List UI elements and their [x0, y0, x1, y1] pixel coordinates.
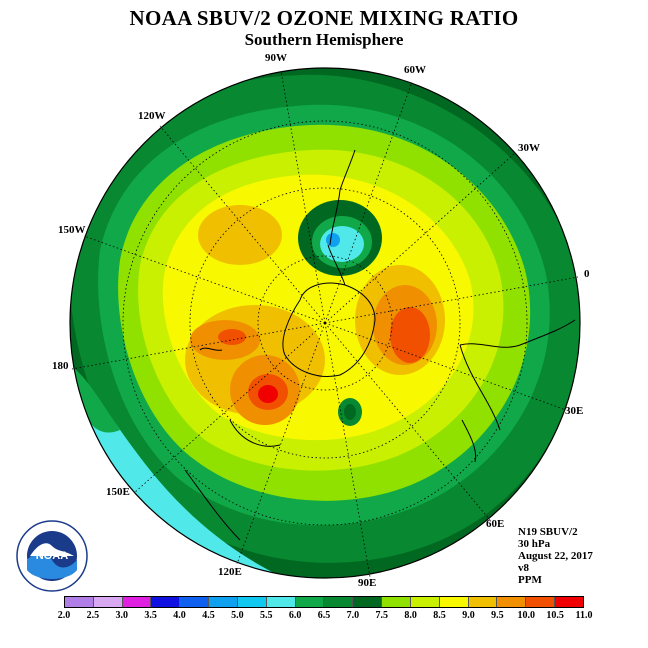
- colorbar-tick-label: 2.5: [86, 610, 100, 621]
- colorbar-swatch: [237, 597, 267, 607]
- lon-label-60e: 60E: [486, 518, 505, 530]
- map-boundary: [69, 67, 581, 579]
- units-label: PPM: [518, 574, 542, 586]
- lon-label-120e: 120E: [218, 566, 242, 578]
- colorbar-swatch: [497, 597, 527, 607]
- colorbar-swatch: [439, 597, 469, 607]
- colorbar-swatch: [382, 597, 411, 607]
- lon-label-30w: 30W: [518, 142, 540, 154]
- colorbar-tick-label: 4.0: [173, 610, 186, 621]
- colorbar-tick-label: 6.0: [288, 610, 302, 621]
- noaa-logo: NOAA: [16, 520, 88, 592]
- colorbar-swatch: [65, 597, 94, 607]
- colorbar-swatch: [526, 597, 556, 607]
- map-subtitle: Southern Hemisphere: [244, 30, 404, 49]
- colorbar-tick-label: 10.0: [517, 610, 535, 621]
- colorbar-swatch: [353, 597, 383, 607]
- colorbar-tick-label: 9.5: [491, 610, 504, 621]
- date-label: August 22, 2017: [518, 550, 593, 562]
- colorbar-swatch: [122, 597, 152, 607]
- lon-label-180: 180: [52, 360, 69, 372]
- colorbar-tick-label: 3.5: [144, 610, 157, 621]
- colorbar-tick-label: 3.0: [115, 610, 129, 621]
- colorbar-swatch: [266, 597, 296, 607]
- graticule: [71, 70, 579, 578]
- instrument-label: N19 SBUV/2: [518, 526, 578, 538]
- noaa-logo-text: NOAA: [36, 550, 68, 562]
- lon-label-30e: 30E: [565, 405, 584, 417]
- lon-label-150e: 150E: [106, 486, 130, 498]
- colorbar-swatch: [180, 597, 210, 607]
- colorbar-tick-label: 5.5: [259, 610, 273, 621]
- colorbar-swatch: [93, 597, 123, 607]
- coastlines: [184, 149, 576, 541]
- colorbar-tick-label: 4.5: [202, 610, 215, 621]
- lon-label-90e: 90E: [358, 577, 377, 589]
- colorbar-swatch: [209, 597, 238, 607]
- lon-label-150w: 150W: [58, 224, 86, 236]
- map-title: NOAA SBUV/2 OZONE MIXING RATIO: [129, 6, 519, 30]
- lon-label-90w: 90W: [265, 52, 287, 64]
- colorbar-swatch: [468, 597, 498, 607]
- colorbar-tick-label: 7.0: [346, 610, 360, 621]
- ozone-contour-field: [70, 68, 580, 578]
- colorbar-tick-label: 7.5: [375, 610, 389, 621]
- colorbar-tick-label: 8.0: [404, 610, 417, 621]
- lon-label-60w: 60W: [404, 64, 426, 76]
- lon-label-0: 0: [584, 268, 590, 280]
- colorbar-tick-label: 8.5: [433, 610, 446, 621]
- colorbar-tick-label: 10.5: [546, 610, 564, 621]
- colorbar-tick-label: 9.0: [462, 610, 475, 621]
- lon-label-120w: 120W: [138, 110, 166, 122]
- version-label: v8: [518, 562, 529, 574]
- colorbar-swatch: [410, 597, 440, 607]
- colorbar: [64, 596, 584, 608]
- colorbar-swatch: [555, 597, 583, 607]
- colorbar-swatch: [324, 597, 354, 607]
- colorbar-tick-label: 11.0: [575, 610, 593, 621]
- colorbar-tick-label: 6.5: [317, 610, 331, 621]
- colorbar-swatch: [151, 597, 181, 607]
- pressure-level-label: 30 hPa: [518, 538, 551, 550]
- colorbar-swatch: [295, 597, 325, 607]
- colorbar-tick-label: 2.0: [57, 610, 71, 621]
- product-info: N19 SBUV/2 30 hPa August 22, 2017 v8 PPM: [518, 526, 593, 586]
- colorbar-tick-label: 5.0: [231, 610, 244, 621]
